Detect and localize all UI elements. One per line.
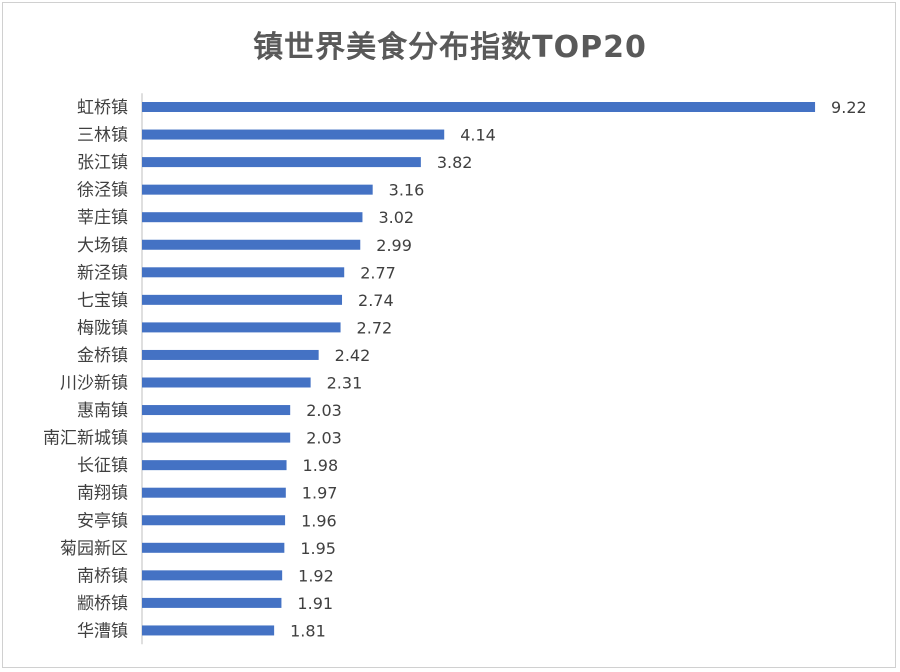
data-label: 1.96 — [301, 511, 337, 530]
bar — [142, 432, 291, 443]
data-label: 1.95 — [300, 539, 336, 558]
category-label: 颛桥镇 — [77, 594, 128, 614]
category-label: 虹桥镇 — [77, 98, 128, 118]
data-label: 2.42 — [335, 346, 371, 365]
category-label: 南桥镇 — [77, 566, 128, 586]
category-label: 梅陇镇 — [77, 318, 128, 338]
data-label: 1.91 — [297, 594, 333, 613]
category-label: 菊园新区 — [60, 539, 128, 559]
bar — [142, 129, 445, 140]
data-label: 2.99 — [376, 236, 412, 255]
category-label: 华漕镇 — [77, 621, 128, 641]
category-label: 川沙新镇 — [60, 374, 128, 394]
bar — [142, 322, 341, 333]
data-label: 3.16 — [389, 181, 425, 200]
bar — [142, 184, 373, 195]
data-label: 2.03 — [306, 401, 342, 420]
chart-title: 镇世界美食分布指数TOP20 — [253, 30, 647, 65]
data-label: 1.92 — [298, 566, 334, 585]
bar — [142, 212, 363, 223]
category-label: 三林镇 — [77, 126, 128, 146]
data-label: 2.03 — [306, 429, 342, 448]
category-label: 新泾镇 — [77, 263, 128, 283]
data-label: 2.74 — [358, 291, 394, 310]
data-label: 1.97 — [302, 484, 338, 503]
category-label: 金桥镇 — [77, 346, 128, 366]
bar — [142, 405, 291, 416]
bar — [142, 460, 287, 471]
bar — [142, 294, 343, 305]
data-label: 3.02 — [378, 208, 414, 227]
category-label: 长征镇 — [77, 456, 128, 476]
data-label: 1.81 — [290, 621, 326, 640]
category-label: 安亭镇 — [77, 511, 128, 531]
bar — [142, 377, 311, 388]
data-label: 1.98 — [303, 456, 339, 475]
bar — [142, 239, 361, 250]
bar — [142, 349, 319, 360]
bar — [142, 102, 816, 112]
bar — [142, 157, 421, 168]
category-label: 惠南镇 — [77, 401, 128, 421]
data-label: 2.72 — [357, 318, 393, 337]
category-label: 南汇新城镇 — [43, 429, 128, 449]
bar — [142, 267, 345, 278]
data-label: 4.14 — [460, 126, 496, 145]
category-label: 张江镇 — [77, 153, 128, 173]
data-label: 9.22 — [831, 98, 867, 117]
bar — [142, 487, 286, 498]
category-label: 大场镇 — [77, 236, 128, 256]
bar — [142, 542, 285, 553]
bar — [142, 570, 283, 581]
data-label: 3.82 — [437, 153, 473, 172]
category-label: 七宝镇 — [77, 291, 128, 311]
bar — [142, 625, 275, 636]
category-label: 南翔镇 — [77, 484, 128, 504]
data-label: 2.77 — [360, 263, 396, 282]
bar — [142, 597, 282, 608]
bar — [142, 515, 286, 526]
category-label: 徐泾镇 — [77, 181, 128, 201]
data-label: 2.31 — [327, 374, 363, 393]
category-label: 莘庄镇 — [77, 208, 128, 228]
